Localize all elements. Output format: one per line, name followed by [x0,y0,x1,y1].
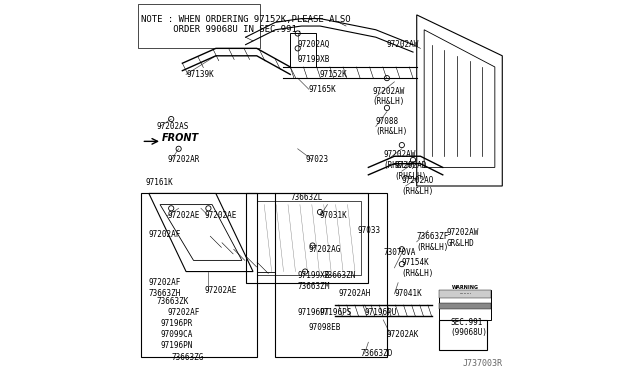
Text: 73663ZK: 73663ZK [156,297,189,306]
Text: 97202AE: 97202AE [205,211,237,220]
Text: 97154K
(RH&LH): 97154K (RH&LH) [402,258,434,278]
Text: 97202AK: 97202AK [387,330,419,339]
Text: 73070VA: 73070VA [383,248,415,257]
Text: 97202AW: 97202AW [387,40,419,49]
Text: 97202AH: 97202AH [339,289,371,298]
Text: 97199XB: 97199XB [298,271,330,280]
Text: 73663ZH: 73663ZH [149,289,181,298]
Text: 97161K: 97161K [145,178,173,187]
Text: 97202AO
(RH&LH): 97202AO (RH&LH) [402,176,434,196]
Text: ........: ........ [459,290,471,295]
Text: 97098EB: 97098EB [309,323,341,332]
Text: 97202AD
(RH&LH): 97202AD (RH&LH) [394,161,427,181]
Text: NOTE : WHEN ORDERING 97152K,PLEASE ALSO
      ORDER 99068U IN SEC.991.: NOTE : WHEN ORDERING 97152K,PLEASE ALSO … [141,15,351,34]
Text: 97196PN: 97196PN [160,341,193,350]
Bar [439,320,488,350]
Text: 97088
(RH&LH): 97088 (RH&LH) [376,117,408,136]
Text: 97202AG: 97202AG [309,245,341,254]
Text: 97041K: 97041K [394,289,422,298]
Text: SEC.991
(99068U): SEC.991 (99068U) [450,318,487,337]
Bar [439,290,491,298]
Text: 97199XB: 97199XB [298,55,330,64]
Text: 97196PR: 97196PR [160,319,193,328]
Text: FRONT: FRONT [162,133,199,142]
Text: 97023: 97023 [305,155,328,164]
Text: J737003R: J737003R [462,359,502,368]
Text: 97196PT: 97196PT [298,308,330,317]
Text: 97152K: 97152K [320,70,348,79]
Text: 97202AS: 97202AS [156,122,189,131]
Text: 97202AQ: 97202AQ [298,40,330,49]
Text: 97202AF: 97202AF [149,278,181,287]
Text: 97165K: 97165K [309,85,337,94]
Text: 97099CA: 97099CA [160,330,193,339]
Text: 97031K: 97031K [320,211,348,220]
Text: 73663ZG: 73663ZG [172,353,204,362]
Text: 73663ZL: 73663ZL [291,193,323,202]
Text: 97196PU: 97196PU [365,308,397,317]
Text: 97202AF: 97202AF [168,308,200,317]
Text: 73663ZN: 73663ZN [324,271,356,280]
Bar [439,303,491,309]
Text: 97033: 97033 [357,226,380,235]
Bar [291,33,316,67]
Text: 97202AE: 97202AE [205,286,237,295]
Text: 73663ZM: 73663ZM [298,282,330,291]
Bar [439,290,491,320]
Text: 97202AW
GR&LHD: 97202AW GR&LHD [447,228,479,248]
Text: 97202AR: 97202AR [168,155,200,164]
Text: 97196PS: 97196PS [320,308,353,317]
Text: 97202AE: 97202AE [168,211,200,220]
Text: 97139K: 97139K [186,70,214,79]
Text: 97202AW
(RH&LH): 97202AW (RH&LH) [372,87,404,106]
Text: 73663ZF
(RH&LH): 73663ZF (RH&LH) [417,232,449,251]
Text: WARNING: WARNING [452,285,479,290]
Text: 73663ZD: 73663ZD [361,349,394,358]
Text: 97202AF: 97202AF [149,230,181,239]
Text: 97202AW
(RH&LH): 97202AW (RH&LH) [383,150,415,170]
Bar [138,4,260,48]
